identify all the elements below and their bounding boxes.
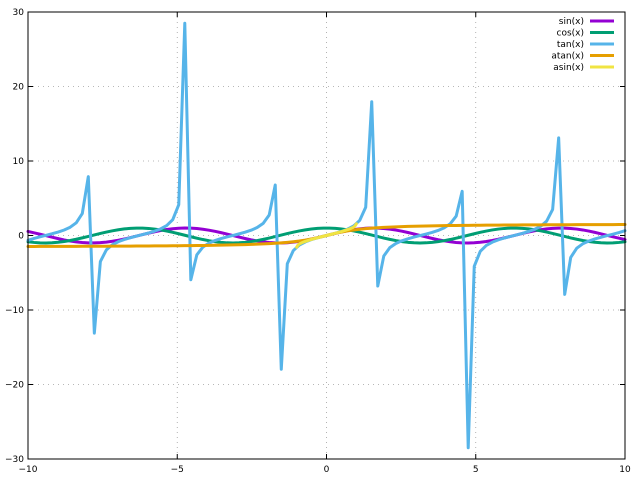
legend: sin(x) cos(x)tan(x) atan(x)asin(x)	[551, 17, 614, 73]
series-group	[26, 21, 627, 450]
y-tick-label: 20	[13, 83, 25, 93]
x-tick-label: −10	[19, 465, 38, 475]
legend-label-cos: cos(x)	[557, 29, 585, 39]
y-tick-label: −20	[5, 381, 24, 391]
y-tick-label: 0	[18, 232, 24, 242]
series-asin-line	[295, 222, 358, 249]
series-cos-line	[26, 226, 627, 245]
legend-label-tan: tan(x)	[557, 40, 584, 50]
y-tick-label: 10	[13, 157, 25, 167]
legend-label-atan: atan(x)	[551, 52, 584, 62]
y-tick-label: 30	[13, 8, 25, 18]
y-tick-label: −30	[5, 455, 24, 465]
legend-label-asin: asin(x)	[553, 63, 584, 73]
x-tick-label: 10	[619, 465, 631, 475]
y-tick-label: −10	[5, 306, 24, 316]
x-tick-label: 5	[473, 465, 479, 475]
legend-label-sin: sin(x)	[559, 17, 584, 27]
x-tick-label: 0	[324, 465, 330, 475]
axis-ticks: −10 −5 0 5 10 −30 −20 −10 0 10 20 30	[5, 8, 631, 475]
x-tick-label: −5	[171, 465, 184, 475]
